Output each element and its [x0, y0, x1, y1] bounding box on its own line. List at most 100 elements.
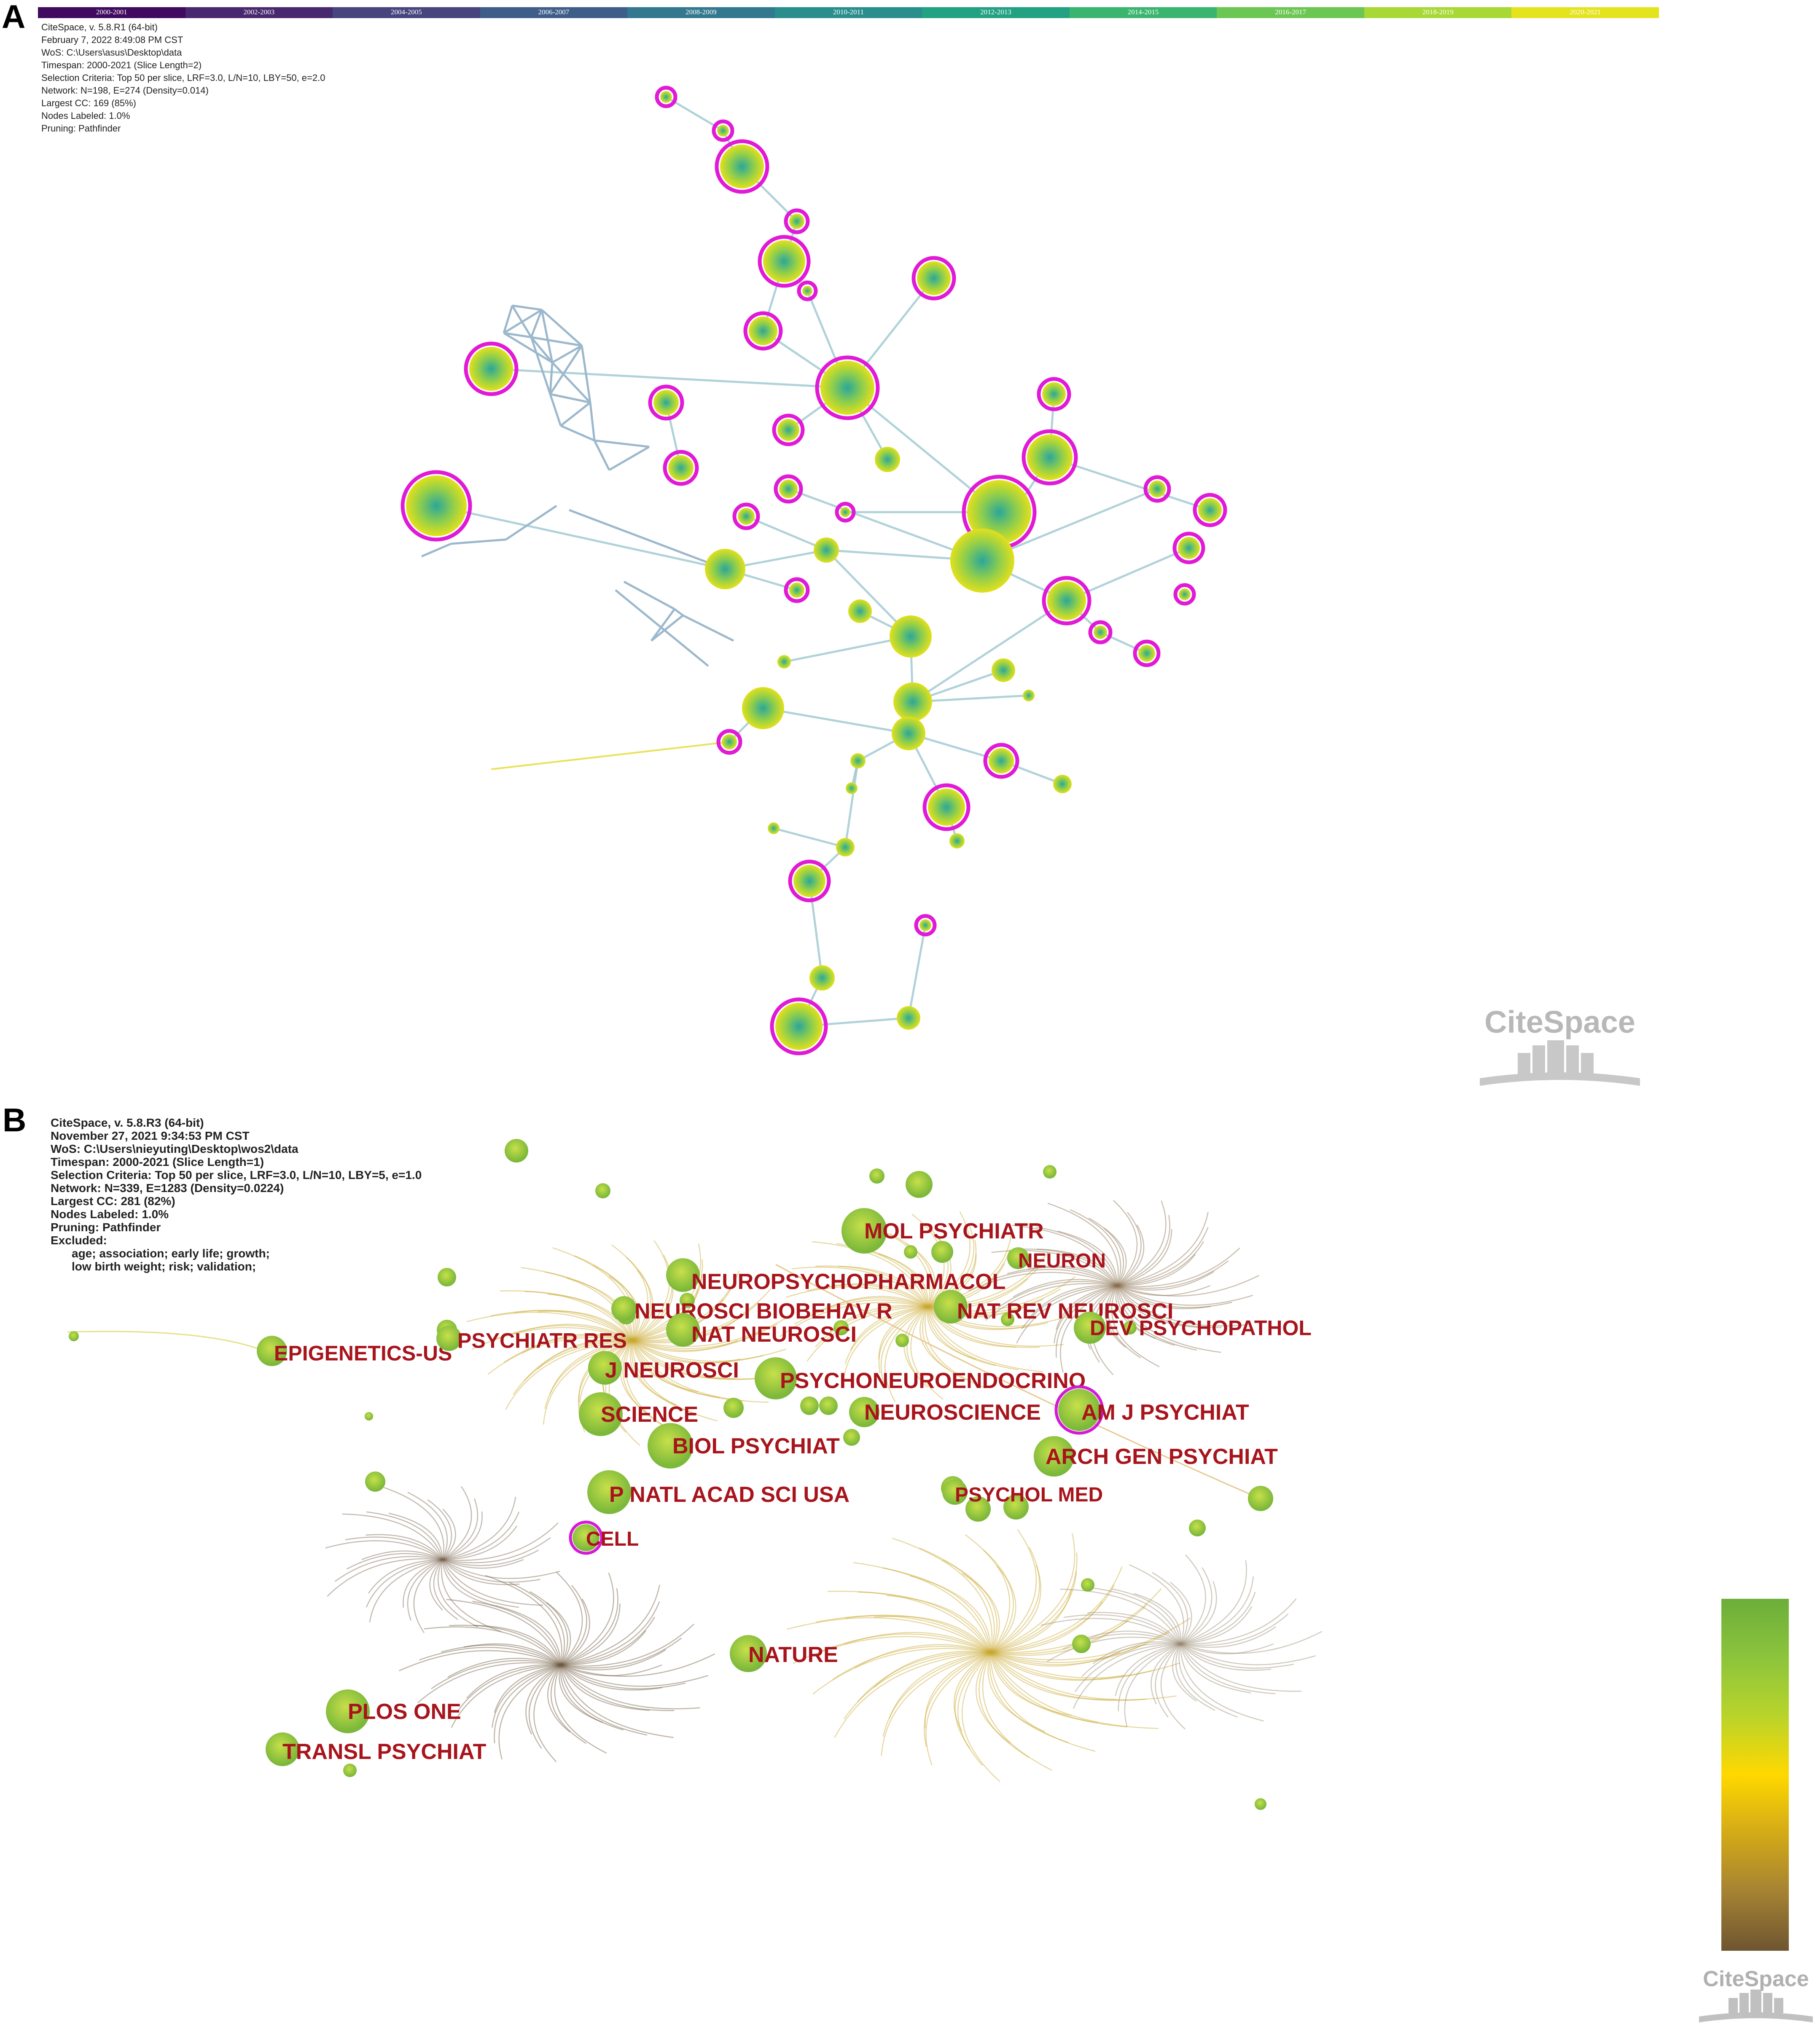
journal-node[interactable]	[965, 1496, 991, 1522]
author-node[interactable]: TYRKA AR	[742, 0, 784, 729]
journal-node[interactable]	[505, 1139, 528, 1163]
author-node[interactable]: CHAMPAGNE FA	[911, 0, 956, 301]
author-node[interactable]: KENDLER KS	[992, 0, 1015, 682]
author-node[interactable]: SMITH AK	[1172, 0, 1205, 564]
author-node[interactable]: PENA CJ	[712, 0, 734, 142]
journal-node[interactable]	[1081, 1578, 1094, 1592]
author-node[interactable]: PALMA-GUDIEL H	[777, 0, 791, 669]
author-node[interactable]: SAPOLSKY RM	[784, 0, 810, 603]
journal-node[interactable]: CELL	[569, 1520, 639, 1555]
author-node[interactable]: LIU D	[743, 0, 783, 351]
journal-node[interactable]	[869, 1168, 884, 1184]
author-node[interactable]: BERNSTEIN DP	[1053, 0, 1072, 793]
author-node[interactable]: MCGOWAN PO	[950, 0, 1014, 593]
journal-node[interactable]: EPIGENETICS-US	[257, 1336, 452, 1366]
author-node[interactable]: MURGATROYD C	[758, 0, 811, 288]
journal-node[interactable]: NEUROSCIENCE	[849, 1397, 1041, 1427]
journal-node[interactable]: ARCH GEN PSYCHIAT	[1034, 1436, 1278, 1477]
author-node[interactable]: KANG HJ	[768, 0, 780, 834]
journal-node[interactable]	[895, 1334, 909, 1347]
author-node[interactable]: DASKALAKIS NP	[1023, 0, 1035, 701]
journal-node[interactable]	[1123, 1321, 1137, 1335]
author-node[interactable]: SHONKOFF JP	[774, 0, 803, 504]
author-node[interactable]: BEACH SRH	[836, 0, 855, 857]
author-node[interactable]: PROVENCAL N	[809, 0, 835, 991]
author-node[interactable]: SZYF M	[770, 0, 828, 1055]
journal-node[interactable]	[1043, 1165, 1057, 1179]
journal-node[interactable]: BIOL PSYCHIAT	[648, 1423, 840, 1469]
author-node[interactable]: DANESE A	[648, 0, 684, 421]
journal-node[interactable]: PSYCHOL MED	[942, 1480, 1103, 1506]
author-node[interactable]: HEIM C	[401, 0, 472, 542]
author-node[interactable]: FRANCIS D	[797, 0, 818, 301]
journal-node[interactable]: PSYCHIATR RES	[436, 1326, 627, 1353]
journal-node[interactable]: NATURE	[730, 1635, 838, 1672]
journal-node[interactable]: NAT NEUROSCI	[666, 1313, 857, 1347]
journal-node[interactable]	[1003, 1494, 1029, 1520]
author-node[interactable]: BREMNER JD	[875, 0, 900, 472]
author-node[interactable]: ZHANG TY	[1143, 0, 1171, 503]
journal-node[interactable]	[1189, 1520, 1206, 1536]
author-node[interactable]: ESSEX MJ	[914, 0, 937, 937]
journal-node[interactable]	[906, 1171, 933, 1198]
author-node[interactable]: ROTH TL	[715, 0, 769, 194]
author-node[interactable]: ZANNAS AS	[716, 0, 742, 755]
journal-node[interactable]	[69, 1331, 79, 1341]
journal-node[interactable]: P NATL ACAD SCI USA	[587, 1470, 850, 1514]
journal-node[interactable]	[595, 1183, 610, 1198]
author-node[interactable]: MUELLER BR	[835, 0, 856, 523]
author-node[interactable]: MELAS PA	[846, 0, 858, 794]
author-node[interactable]: RADTKE KM	[850, 0, 866, 768]
author-node[interactable]: KESSLER RC	[788, 0, 831, 902]
journal-node[interactable]: AM J PSYCHIAT	[1054, 1385, 1249, 1435]
journal-node[interactable]: J NEUROSCI	[588, 1351, 739, 1385]
journal-node[interactable]	[1001, 1313, 1014, 1326]
journal-node[interactable]	[843, 1429, 860, 1446]
journal-node[interactable]: NEURON	[1007, 1247, 1106, 1272]
author-node[interactable]: TSANKOVA NM	[784, 0, 810, 234]
author-node[interactable]: TURECKI G	[949, 0, 965, 849]
author-node[interactable]: DE KLOET ER	[848, 0, 872, 623]
journal-node[interactable]	[365, 1471, 385, 1492]
journal-node[interactable]	[365, 1412, 373, 1420]
journal-node[interactable]	[680, 1293, 695, 1308]
author-node[interactable]: CICCHETTI D	[1133, 0, 1161, 667]
author-node[interactable]: OBERLANDER TF	[1022, 0, 1078, 486]
author-node[interactable]: LUPIEN SJ	[814, 0, 839, 563]
author-node[interactable]: GLUCKMAN PD	[1193, 0, 1227, 527]
author-node[interactable]: BALE TL	[732, 0, 760, 530]
journal-node[interactable]: TRANSL PSYCHIAT	[266, 1732, 487, 1766]
journal-node[interactable]	[833, 1320, 849, 1335]
journal-node[interactable]	[723, 1398, 744, 1418]
author-node[interactable]: MILLER GE	[772, 0, 805, 446]
author-node[interactable]: CASPI A	[705, 0, 745, 589]
journal-node[interactable]	[343, 1764, 357, 1777]
journal-node[interactable]	[904, 1245, 917, 1259]
author-node[interactable]: MEHTA D	[1088, 0, 1113, 644]
journal-node[interactable]	[800, 1396, 819, 1415]
author-node[interactable]: YEHUDA R	[464, 0, 519, 396]
journal-node[interactable]	[1072, 1635, 1091, 1653]
author-node[interactable]: BINDER EB	[893, 0, 932, 721]
author-node[interactable]: MEANEY MJ	[815, 0, 880, 420]
author-node[interactable]: ZHANG Y	[655, 0, 677, 108]
author-node[interactable]: CARPENTER LL	[1173, 0, 1196, 606]
journal-node[interactable]: DEV PSYCHOPATHOL	[1074, 1312, 1312, 1344]
journal-node[interactable]: NEUROSCI BIOBEHAV R	[611, 1296, 893, 1324]
journal-node[interactable]: MOL PSYCHIATR	[841, 1208, 1044, 1254]
journal-node[interactable]	[819, 1396, 838, 1415]
journal-node[interactable]	[438, 1268, 456, 1286]
author-node[interactable]: FRANKLIN TB	[1037, 0, 1071, 411]
author-node[interactable]: TEICHER MH	[983, 0, 1019, 779]
author-node[interactable]: LABONTE B	[922, 0, 970, 831]
author-node[interactable]: SUDERMAN M	[897, 0, 920, 1030]
journal-node[interactable]: PSYCHONEUROENDOCRINO	[755, 1357, 1086, 1399]
journal-node[interactable]: SCIENCE	[579, 1392, 698, 1436]
journal-node[interactable]: NAT REV NEUROSCI	[934, 1290, 1173, 1324]
author-node[interactable]: MCEWEN BS	[890, 0, 932, 658]
journal-node[interactable]	[1248, 1486, 1273, 1511]
author-node[interactable]: KLENGEL T	[1042, 0, 1091, 626]
author-node[interactable]: PERROUD N	[892, 0, 925, 750]
journal-node[interactable]	[1255, 1798, 1266, 1810]
journal-node[interactable]: PLOS ONE	[326, 1689, 461, 1733]
